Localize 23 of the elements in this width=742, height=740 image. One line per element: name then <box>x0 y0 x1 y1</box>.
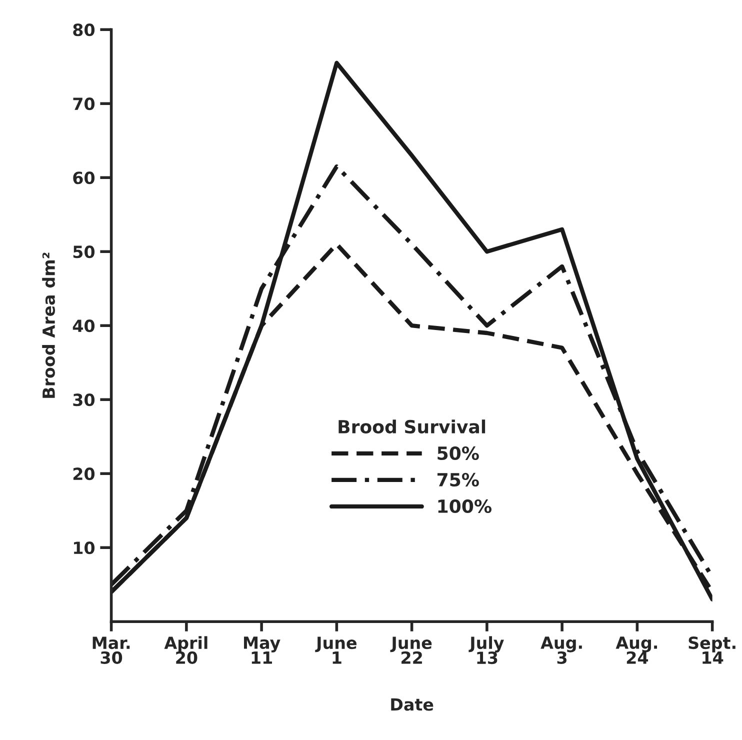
y-tick-label: 30 <box>73 394 95 406</box>
y-tick-label: 50 <box>73 246 95 258</box>
legend-label: 100% <box>438 499 492 514</box>
x-tick-label: Aug. 3 <box>540 636 582 664</box>
y-tick-label: 10 <box>74 542 95 554</box>
x-tick-label: Mar. 30 <box>92 636 130 664</box>
y-axis-title: Brood Area dm² <box>42 252 56 398</box>
x-tick-label: June 22 <box>390 636 432 664</box>
y-tick-label: 80 <box>73 24 95 36</box>
x-tick-label: Aug. 24 <box>616 636 658 664</box>
x-tick-label: July 13 <box>468 636 504 664</box>
x-tick-label: May 11 <box>244 636 280 664</box>
x-axis-title: Date <box>391 698 434 711</box>
y-tick-label: 70 <box>73 98 95 110</box>
x-tick-label: June 1 <box>315 636 356 664</box>
legend-label: 50% <box>438 446 479 460</box>
y-tick-label: 60 <box>73 172 95 184</box>
x-tick-label: Sept. 14 <box>688 636 736 664</box>
x-tick-label: April 20 <box>164 636 208 664</box>
legend-label: 75% <box>437 472 479 487</box>
y-tick-label: 20 <box>73 468 95 480</box>
y-tick-label: 40 <box>72 320 95 332</box>
legend-title: Brood Survival <box>338 420 486 434</box>
